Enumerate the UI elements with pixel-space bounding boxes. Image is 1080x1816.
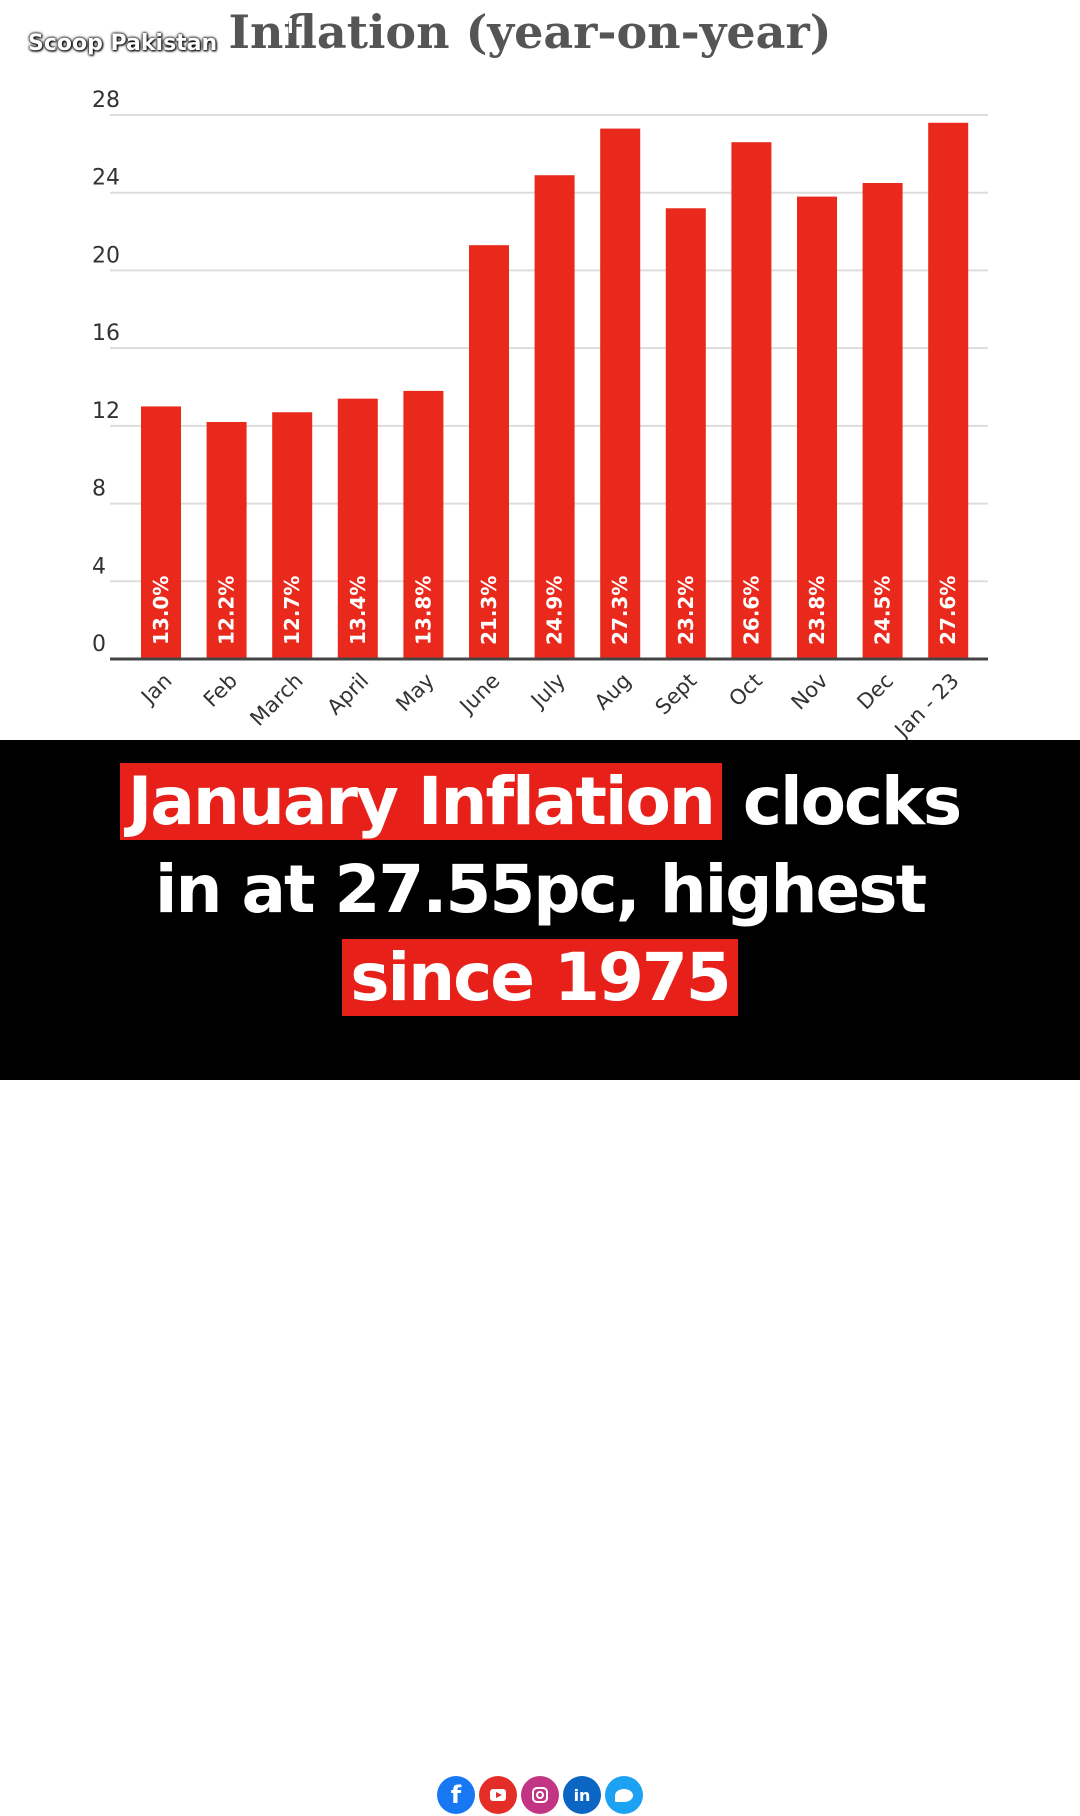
bar-value-label: 23.2%	[674, 576, 698, 645]
x-category-label: Feb	[199, 669, 242, 712]
x-category-label: April	[322, 669, 373, 720]
linkedin-glyph: in	[573, 1785, 591, 1805]
bar	[928, 122, 969, 660]
y-tick-label: 0	[92, 632, 106, 657]
bar-value-label: 27.3%	[608, 576, 632, 645]
headline-text-2: in at 27.55pc, highest	[154, 851, 927, 928]
bar-value-label: 24.9%	[543, 576, 567, 645]
y-tick-label: 24	[92, 166, 120, 191]
bar	[862, 183, 903, 659]
x-category-label: Nov	[787, 669, 833, 715]
bar	[534, 175, 575, 659]
x-category-label: May	[391, 669, 439, 717]
bar	[141, 406, 181, 659]
bar-value-label: 24.5%	[871, 576, 895, 645]
linkedin-icon[interactable]: in	[563, 1776, 601, 1814]
twitter-bird-shape	[615, 1788, 633, 1802]
bar	[731, 142, 772, 659]
bar	[469, 245, 509, 659]
x-category-label: Jan - 23	[889, 669, 964, 740]
twitter-icon[interactable]	[605, 1776, 643, 1814]
y-tick-label: 28	[92, 88, 120, 113]
bar-value-label: 12.7%	[280, 576, 304, 645]
x-category-label: Aug	[590, 669, 636, 715]
y-axis-ticks: 0 4 8 12 16 20 24 28	[92, 88, 120, 657]
bar	[272, 412, 313, 659]
brand-corner	[277, 18, 292, 33]
bar-value-label: 12.2%	[215, 576, 239, 645]
x-axis-categories: Jan Feb March April May June July Aug Sept Oct Nov…	[135, 669, 963, 740]
x-category-label: Sept	[651, 669, 702, 720]
bar-value-label: 27.6%	[936, 576, 960, 645]
bar-value-label: 13.0%	[149, 576, 173, 645]
x-category-label: July	[525, 669, 570, 714]
x-category-label: June	[454, 669, 505, 720]
bar	[600, 128, 641, 660]
bar	[797, 196, 837, 659]
brand-corner	[277, 61, 292, 76]
brand-corner	[14, 18, 29, 33]
chart-title: Inflation (year-on-year)	[229, 5, 832, 59]
bar-value-label: 13.8%	[411, 576, 435, 645]
brand-corner	[14, 61, 29, 76]
instagram-icon[interactable]	[521, 1776, 559, 1814]
youtube-icon[interactable]	[479, 1776, 517, 1814]
y-tick-label: 8	[92, 477, 106, 502]
brand-logo: Scoop Pakistan	[14, 18, 292, 76]
brand-name: Scoop Pakistan	[28, 31, 218, 56]
headline-highlight-1: January Inflation	[119, 763, 722, 840]
social-icons-row: f in	[0, 1776, 1080, 1816]
bar-chart: 0 4 8 12 16 20 24 28 13.0% 12.2% 12.7% 13.4% 13.8% 2…	[92, 5, 988, 740]
y-tick-label: 12	[92, 399, 120, 424]
y-tick-label: 16	[92, 321, 120, 346]
bar-value-label: 13.4%	[346, 576, 370, 645]
bar	[665, 208, 706, 659]
youtube-play-shape	[490, 1789, 506, 1801]
chart-area: 0 4 8 12 16 20 24 28 13.0% 12.2% 12.7% 13.4% 13.8% 2…	[0, 0, 1080, 740]
bar-value-label: 21.3%	[477, 576, 501, 645]
bar-value-label: 23.8%	[805, 576, 829, 645]
headline-highlight-2: since 1975	[342, 939, 738, 1016]
x-category-label: March	[245, 669, 307, 731]
bar	[403, 390, 444, 659]
facebook-glyph: f	[450, 1781, 462, 1809]
bars: 13.0% 12.2% 12.7% 13.4% 13.8% 21.3% 24.9% 27.3%…	[141, 122, 969, 660]
headline-panel: January Inflation clocks in at 27.55pc, …	[0, 740, 1080, 1814]
headline-text-1: clocks	[721, 763, 962, 840]
y-tick-label: 4	[92, 554, 106, 579]
x-category-label: Dec	[852, 669, 898, 715]
bar	[337, 398, 378, 659]
x-category-label: Oct	[724, 669, 767, 712]
y-tick-label: 20	[92, 243, 120, 268]
headline: January Inflation clocks in at 27.55pc, …	[0, 758, 1080, 1022]
bar	[206, 421, 247, 659]
instagram-camera-shape	[532, 1787, 548, 1803]
bar-value-label: 26.6%	[739, 576, 763, 645]
x-category-label: Jan	[135, 669, 176, 710]
facebook-icon[interactable]: f	[437, 1776, 475, 1814]
